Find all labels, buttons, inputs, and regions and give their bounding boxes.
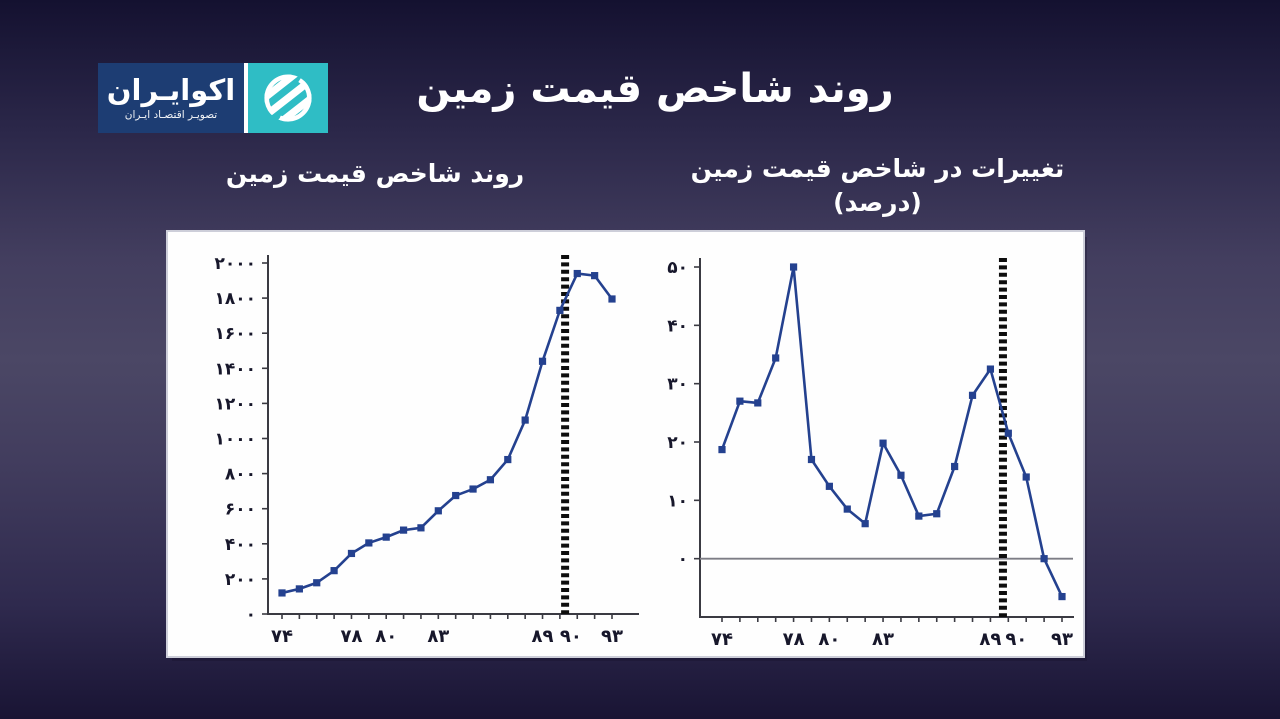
data-point (399, 526, 408, 534)
tick-marks (694, 266, 1063, 622)
svg-text:۲۰: ۲۰ (667, 433, 688, 453)
data-point (915, 512, 923, 520)
logo-divider (244, 63, 248, 133)
data-point (504, 455, 512, 464)
svg-text:۱۶۰۰: ۱۶۰۰ (214, 324, 256, 344)
data-point (951, 462, 959, 471)
svg-text:۲۰۰: ۲۰۰ (225, 570, 256, 590)
data-point (382, 533, 390, 541)
data-point (591, 272, 599, 280)
data-point (1040, 555, 1048, 563)
svg-text:۵۰: ۵۰ (667, 258, 688, 278)
data-point (330, 567, 338, 575)
data-point (754, 399, 762, 407)
svg-text:۷۸: ۷۸ (340, 626, 362, 647)
svg-text:۸۹: ۸۹ (532, 626, 554, 647)
data-point (452, 491, 460, 500)
data-point (1004, 429, 1012, 437)
left-chart-title: روند شاخص قیمت زمین (225, 159, 525, 188)
data-point (897, 471, 905, 479)
ecoiran-globe-icon (248, 63, 328, 133)
land-price-index-chart: ۰ ۲۰۰ ۴۰۰ ۶۰۰ ۸۰۰ ۱۰۰۰ ۱۲۰۰ ۱۴۰۰ ۱۶۰۰ ۱۸۰۰ ۲۰۰۰ ۷۴ ۷… (214, 254, 639, 647)
data-point (1058, 592, 1066, 601)
data-point (417, 524, 425, 532)
right-chart-title-unit: (درصد) (833, 188, 922, 217)
charts-panel: ۰ ۲۰۰ ۴۰۰ ۶۰۰ ۸۰۰ ۱۰۰۰ ۱۲۰۰ ۱۴۰۰ ۱۶۰۰ ۱۸۰۰ ۲۰۰۰ ۷۴ ۷… (168, 232, 1083, 656)
svg-text:۸۳: ۸۳ (872, 629, 894, 650)
tick-marks (262, 262, 613, 619)
svg-text:۸۹: ۸۹ (979, 629, 1001, 650)
svg-text:۹۳: ۹۳ (1051, 629, 1073, 650)
tick-labels: ۰ ۱۰ ۲۰ ۳۰ ۴۰ ۵۰ ۷۴ ۷۸ ۸۰ ۸۳ ۸۹ ۹۰ ۹۳ (667, 258, 1073, 650)
svg-text:۱۲۰۰: ۱۲۰۰ (214, 394, 256, 414)
axes (699, 258, 1074, 618)
svg-text:۸۰: ۸۰ (375, 626, 397, 647)
svg-text:۴۰: ۴۰ (667, 316, 688, 336)
svg-text:۹۳: ۹۳ (601, 626, 623, 647)
logo-tagline: تصویـر اقتصـاد ایـران (124, 108, 218, 121)
data-point (469, 485, 477, 493)
logo-wordmark: اکوایـران تصویـر اقتصـاد ایـران (98, 63, 244, 133)
svg-text:۸۰: ۸۰ (818, 629, 840, 650)
data-point (365, 539, 373, 547)
svg-text:۹۰: ۹۰ (560, 626, 582, 647)
svg-text:۱۸۰۰: ۱۸۰۰ (214, 289, 256, 309)
data-point (347, 549, 356, 558)
data-point (295, 585, 303, 593)
data-point (933, 510, 941, 518)
data-point (843, 505, 851, 513)
logo-name: اکوایـران (106, 73, 236, 108)
data-point (434, 507, 442, 515)
svg-text:۳۰: ۳۰ (667, 375, 688, 395)
svg-text:۹۰: ۹۰ (1005, 629, 1027, 650)
svg-text:۷۴: ۷۴ (711, 629, 733, 650)
data-point (736, 397, 744, 405)
data-point (278, 589, 286, 597)
data-point (313, 579, 321, 587)
land-price-change-chart: ۰ ۱۰ ۲۰ ۳۰ ۴۰ ۵۰ ۷۴ ۷۸ ۸۰ ۸۳ ۸۹ ۹۰ ۹۳ (667, 258, 1074, 650)
svg-text:۰: ۰ (246, 605, 256, 625)
data-point (521, 416, 529, 424)
svg-text:۸۰۰: ۸۰۰ (225, 465, 256, 485)
tick-labels: ۰ ۲۰۰ ۴۰۰ ۶۰۰ ۸۰۰ ۱۰۰۰ ۱۲۰۰ ۱۴۰۰ ۱۶۰۰ ۱۸۰۰ ۲۰۰۰ ۷۴ ۷… (214, 254, 623, 647)
ecoiran-logo: اکوایـران تصویـر اقتصـاد ایـران (98, 63, 328, 133)
data-point (861, 520, 869, 528)
svg-text:۰: ۰ (678, 550, 688, 570)
right-chart-title: تغییرات در شاخص قیمت زمین (درصد) (680, 152, 1075, 220)
globe-glyph (264, 74, 312, 122)
data-point (538, 357, 547, 365)
svg-text:۲۰۰۰: ۲۰۰۰ (214, 254, 256, 274)
data-point (772, 354, 780, 362)
data-point (986, 365, 995, 373)
right-chart-title-text: تغییرات در شاخص قیمت زمین (690, 154, 1065, 183)
axes (267, 255, 639, 615)
svg-text:۷۴: ۷۴ (271, 626, 293, 647)
page-title: روند شاخص قیمت زمین (416, 66, 894, 112)
data-point (486, 476, 495, 484)
data-points (278, 269, 616, 597)
data-point (608, 295, 616, 303)
data-point (573, 269, 581, 278)
data-point (789, 263, 798, 271)
svg-text:۱۰۰۰: ۱۰۰۰ (214, 430, 256, 450)
data-points (718, 263, 1066, 601)
svg-text:۸۳: ۸۳ (427, 626, 449, 647)
data-point (968, 391, 977, 399)
svg-text:۴۰۰: ۴۰۰ (225, 535, 256, 555)
svg-text:۶۰۰: ۶۰۰ (225, 500, 256, 520)
svg-text:۱۴۰۰: ۱۴۰۰ (214, 359, 256, 379)
data-point (718, 445, 726, 454)
data-point (879, 439, 887, 447)
series-line (720, 265, 1064, 598)
data-point (825, 482, 833, 490)
svg-text:۱۰: ۱۰ (667, 491, 688, 511)
data-point (807, 455, 816, 464)
data-point (1022, 473, 1030, 481)
svg-text:۷۸: ۷۸ (783, 629, 805, 650)
data-point (556, 306, 564, 314)
